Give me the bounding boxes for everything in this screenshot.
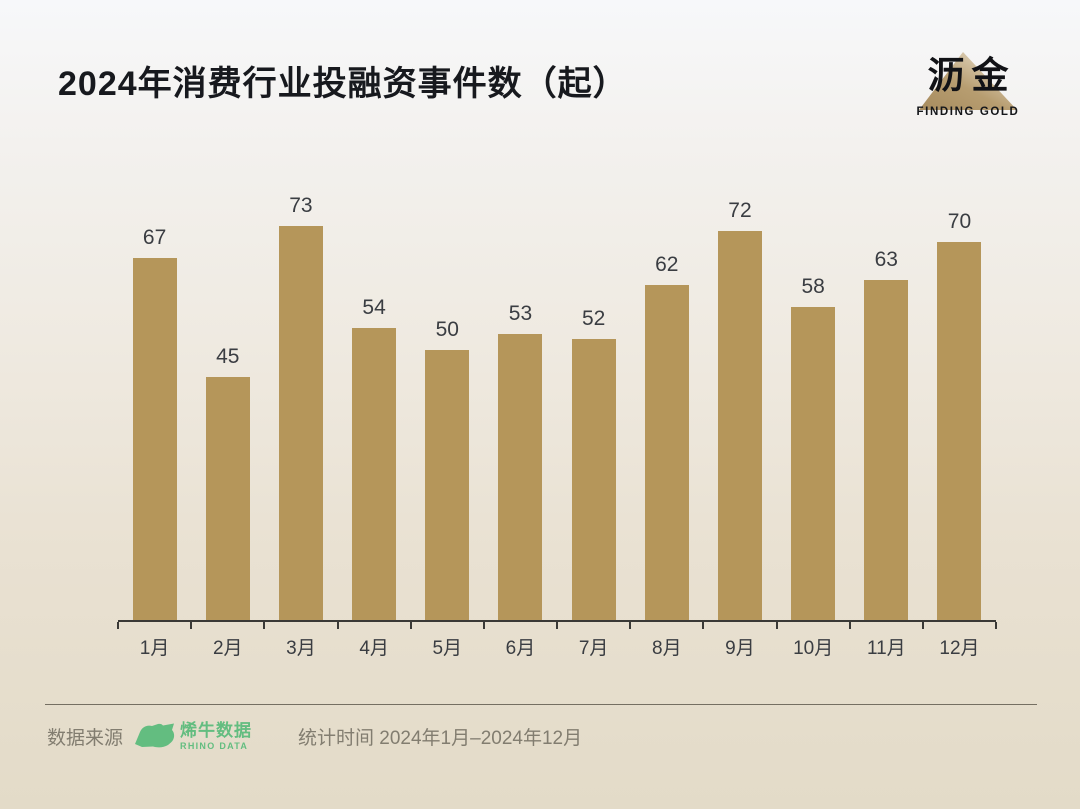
x-axis-tick xyxy=(629,622,632,629)
data-source-label: 数据来源 xyxy=(47,728,124,749)
brand-tagline: FINDING GOLD xyxy=(916,106,1020,118)
bar-value-label: 62 xyxy=(655,253,679,277)
bar-group: 54 xyxy=(338,296,411,620)
x-axis-tick xyxy=(409,622,412,629)
footer-divider xyxy=(45,704,1037,705)
x-tick-label: 9月 xyxy=(725,638,755,659)
bar-value-label: 63 xyxy=(874,247,898,271)
bar-group: 53 xyxy=(484,302,557,620)
x-axis-tick xyxy=(775,622,778,629)
bar xyxy=(425,350,470,620)
bar-value-label: 70 xyxy=(947,210,972,233)
rhino-data-logo: 烯牛数据 RHINO DATA xyxy=(134,722,252,751)
bar-value-label: 54 xyxy=(362,296,386,320)
bar-value-label: 67 xyxy=(142,226,167,250)
bar-group: 67 xyxy=(118,226,191,620)
bar-group: 63 xyxy=(850,248,923,620)
bar-chart: 67 45 73 54 50 53 52 62 72 58 63 70 1月 2月 3月 4月 5月 6月 7月 8… xyxy=(117,190,997,660)
bar-group: 50 xyxy=(411,318,484,620)
x-axis-tick xyxy=(848,622,851,629)
x-tick-label: 10月 xyxy=(793,638,834,659)
statistics-period: 统计时间 2024年1月–2024年12月 xyxy=(298,728,583,749)
bar-value-label: 58 xyxy=(801,274,825,298)
bar-group: 62 xyxy=(630,253,703,620)
x-axis-tick xyxy=(556,622,558,629)
x-tick-label: 11月 xyxy=(866,638,906,659)
bar-group: 58 xyxy=(777,275,850,620)
source-name: 烯牛数据 xyxy=(180,721,253,740)
page-title: 2024年消费行业投融资事件数（起） xyxy=(58,65,628,103)
bar xyxy=(278,225,323,620)
footer: 数据来源 烯牛数据 RHINO DATA 统计时间 2024年1月–2024年1… xyxy=(47,722,582,751)
x-axis-tick xyxy=(921,622,924,629)
bar-value-label: 45 xyxy=(216,345,240,368)
x-tick-label: 2月 xyxy=(212,638,243,659)
bar xyxy=(937,242,982,620)
bar xyxy=(352,328,397,620)
bar-group: 45 xyxy=(191,345,264,620)
x-tick-label: 4月 xyxy=(359,638,389,659)
x-axis-labels: 1月 2月 3月 4月 5月 6月 7月 8月 9月 10月 11月 12月 xyxy=(118,633,996,660)
x-axis-line xyxy=(117,620,997,629)
x-tick-label: 7月 xyxy=(578,638,609,659)
bar-value-label: 52 xyxy=(581,307,606,331)
bar-value-label: 73 xyxy=(289,193,313,217)
bar xyxy=(571,339,616,620)
bar xyxy=(644,285,689,620)
brand-name: 沥金 xyxy=(927,55,1016,96)
x-tick-label: 6月 xyxy=(505,638,536,659)
bar-group: 73 xyxy=(264,194,337,620)
x-tick-label: 12月 xyxy=(939,638,980,659)
bar xyxy=(717,231,762,620)
x-axis-tick xyxy=(702,622,705,629)
x-tick-label: 8月 xyxy=(652,638,682,659)
bar-value-label: 50 xyxy=(435,318,459,341)
rhino-icon xyxy=(135,723,175,747)
x-tick-label: 1月 xyxy=(139,638,170,659)
bar-value-label: 72 xyxy=(728,199,752,223)
brand-logo: 沥金 FINDING GOLD xyxy=(916,40,1020,130)
bar-value-label: 53 xyxy=(508,301,533,325)
gold-pyramid-icon xyxy=(919,52,1017,110)
rhino-data-wordmark: 烯牛数据 RHINO DATA xyxy=(180,722,252,751)
source-subname: RHINO DATA xyxy=(180,741,249,751)
bar xyxy=(498,333,543,620)
x-tick-label: 3月 xyxy=(286,638,316,659)
bar xyxy=(791,306,836,620)
bars-area: 67 45 73 54 50 53 52 62 72 58 63 70 xyxy=(118,190,996,620)
x-tick-label: 5月 xyxy=(432,638,463,659)
bar xyxy=(205,377,250,620)
bar xyxy=(132,258,177,620)
bar xyxy=(864,279,909,620)
x-axis-tick xyxy=(190,622,193,629)
x-axis-tick xyxy=(995,622,997,629)
x-axis-tick xyxy=(263,622,266,629)
x-axis-tick xyxy=(482,622,485,629)
x-axis-tick xyxy=(117,622,119,629)
bar-group: 52 xyxy=(557,307,630,620)
bar-group: 72 xyxy=(703,199,776,620)
x-axis-tick xyxy=(336,622,339,629)
bar-group: 70 xyxy=(923,210,996,620)
